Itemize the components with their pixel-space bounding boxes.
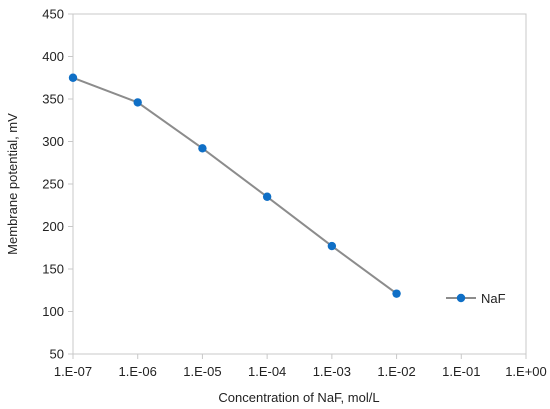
y-tick-label: 50 — [50, 347, 64, 362]
x-tick-label: 1.E-02 — [377, 364, 415, 379]
y-tick-label: 250 — [42, 177, 64, 192]
x-axis-title: Concentration of NaF, mol/L — [218, 390, 379, 405]
x-tick-label: 1.E-06 — [119, 364, 157, 379]
series-layer — [68, 73, 401, 298]
legend-marker — [456, 293, 466, 303]
x-tick-label: 1.E-05 — [183, 364, 221, 379]
y-tick-label: 450 — [42, 7, 64, 22]
y-axis-title: Membrane potential, mV — [5, 113, 20, 255]
x-tick-label: 1.E-07 — [54, 364, 92, 379]
y-axis: 50 100 150 200 250 300 350 400 450 — [42, 7, 73, 362]
y-tick-label: 350 — [42, 92, 64, 107]
plot-area-frame — [72, 13, 527, 355]
data-point — [198, 144, 207, 153]
data-point — [327, 241, 337, 251]
x-tick-label: 1.E-04 — [248, 364, 286, 379]
y-tick-label: 200 — [42, 219, 64, 234]
data-point — [262, 192, 272, 201]
data-point — [68, 73, 78, 82]
data-point — [392, 289, 401, 298]
data-point — [133, 98, 142, 107]
legend: NaF — [446, 291, 506, 306]
legend-label-naf: NaF — [481, 291, 506, 306]
x-tick-label: 1.E+00 — [505, 364, 547, 379]
x-tick-label: 1.E-03 — [313, 364, 351, 379]
x-axis: 1.E-07 1.E-06 1.E-05 1.E-04 1.E-03 1.E-02 1.E-… — [54, 354, 547, 379]
y-tick-label: 100 — [42, 304, 64, 319]
y-tick-label: 300 — [42, 134, 64, 149]
y-tick-label: 150 — [42, 262, 64, 277]
x-tick-label: 1.E-01 — [442, 364, 480, 379]
y-tick-label: 400 — [42, 49, 64, 64]
series-line-naf — [72, 76, 398, 295]
